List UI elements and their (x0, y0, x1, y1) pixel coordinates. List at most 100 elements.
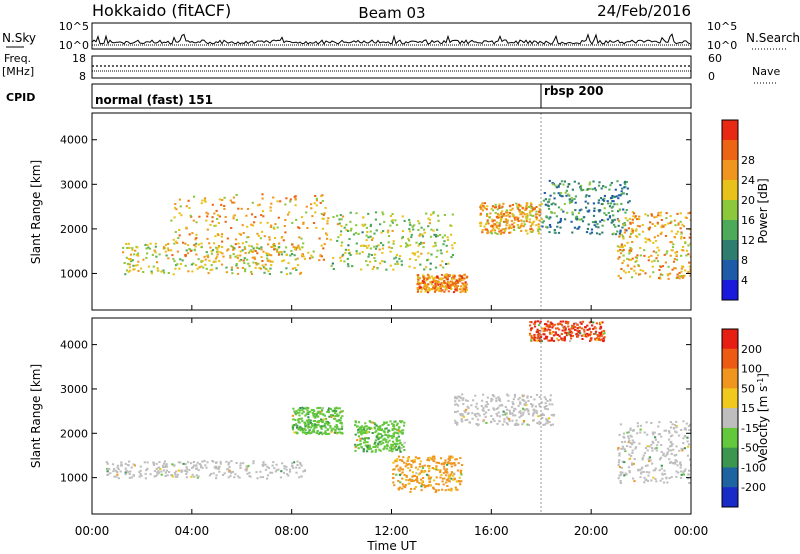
power-data-cell (305, 205, 308, 208)
velocity-data-cell (497, 396, 500, 399)
power-data-cell (432, 286, 435, 289)
power-data-cell (574, 209, 577, 212)
velocity-data-cell (296, 464, 299, 466)
power-data-cell (345, 228, 348, 231)
power-data-cell (321, 227, 325, 230)
velocity-data-cell (388, 439, 391, 442)
velocity-data-cell (628, 470, 631, 472)
power-data-cell (611, 205, 615, 208)
velocity-data-cell (527, 413, 530, 416)
velocity-data-cell (401, 471, 404, 474)
velocity-data-cell (295, 423, 298, 426)
velocity-data-cell (600, 338, 603, 341)
velocity-data-cell (472, 399, 475, 402)
velocity-data-cell (580, 327, 583, 330)
velocity-data-cell (391, 435, 394, 438)
power-data-cell (182, 241, 185, 244)
power-data-cell (211, 203, 214, 206)
velocity-data-cell (335, 410, 338, 413)
power-data-cell (349, 229, 352, 232)
power-data-cell (658, 269, 661, 271)
velocity-data-cell (283, 467, 286, 470)
velocity-data-cell (193, 464, 196, 467)
power-data-cell (327, 217, 330, 220)
power-data-cell (258, 266, 261, 269)
power-data-cell (681, 223, 684, 226)
power-data-cell (551, 182, 554, 184)
velocity-data-cell (428, 470, 431, 473)
velocity-data-cell (407, 479, 410, 482)
power-data-cell (647, 227, 650, 230)
power-data-cell (557, 231, 561, 234)
velocity-data-cell (377, 432, 380, 435)
velocity-data-cell (370, 447, 373, 450)
velocity-data-cell (321, 407, 325, 410)
velocity-data-cell (310, 426, 313, 429)
power-data-cell (525, 204, 528, 207)
velocity-data-cell (378, 441, 381, 444)
power-data-cell (263, 271, 266, 274)
power-data-cell (336, 214, 339, 217)
velocity-data-cell (156, 473, 159, 476)
velocity-data-cell (581, 334, 584, 337)
power-data-cell (537, 230, 540, 233)
velocity-data-cell (602, 333, 605, 336)
power-data-cell (631, 218, 634, 221)
velocity-data-cell (541, 414, 544, 417)
velocity-data-cell (547, 324, 550, 327)
power-data-cell (661, 273, 664, 276)
power-data-cell (355, 252, 358, 255)
power-data-cell (612, 232, 615, 235)
velocity-data-cell (547, 328, 550, 331)
power-data-cell (529, 210, 532, 213)
power-data-cell (578, 225, 581, 228)
velocity-data-cell (541, 417, 544, 419)
velocity-data-cell (413, 487, 416, 490)
power-data-cell (608, 215, 612, 218)
velocity-data-cell (674, 459, 677, 462)
velocity-data-cell (288, 468, 292, 471)
velocity-data-cell (650, 422, 653, 424)
velocity-data-cell (317, 420, 320, 423)
velocity-data-cell (362, 428, 365, 431)
velocity-data-cell (293, 461, 296, 464)
power-data-cell (282, 239, 285, 242)
power-data-cell (653, 216, 656, 219)
power-data-cell (226, 237, 229, 240)
velocity-data-cell (563, 339, 566, 342)
velocity-data-cell (536, 334, 540, 337)
power-colorbar-swatch (722, 120, 738, 141)
velocity-data-cell (398, 474, 402, 476)
power-data-cell (460, 285, 463, 288)
velocity-data-cell (176, 473, 179, 476)
power-data-cell (441, 289, 444, 292)
power-data-cell (611, 219, 614, 222)
velocity-data-cell (196, 461, 199, 464)
power-data-cell (145, 256, 148, 259)
velocity-data-cell (539, 331, 542, 333)
power-data-cell (641, 230, 644, 233)
power-data-cell (667, 265, 670, 268)
velocity-data-cell (427, 457, 430, 460)
velocity-colorbar-tick: 15 (741, 402, 755, 415)
velocity-data-cell (166, 474, 169, 477)
power-data-cell (631, 229, 635, 232)
power-data-cell (246, 236, 249, 239)
power-data-cell (551, 183, 554, 186)
velocity-data-cell (688, 482, 691, 484)
power-data-cell (201, 260, 204, 262)
velocity-data-cell (537, 339, 540, 342)
power-data-cell (596, 223, 599, 225)
power-data-cell (635, 228, 638, 231)
power-data-cell (508, 212, 512, 214)
velocity-data-cell (356, 439, 359, 442)
power-data-cell (453, 242, 456, 244)
power-data-cell (538, 214, 541, 217)
velocity-data-cell (367, 437, 370, 440)
velocity-data-cell (455, 403, 458, 406)
power-data-cell (129, 269, 132, 272)
power-data-cell (300, 216, 304, 219)
power-data-cell (619, 248, 622, 251)
power-data-cell (464, 285, 467, 288)
velocity-data-cell (130, 466, 133, 469)
